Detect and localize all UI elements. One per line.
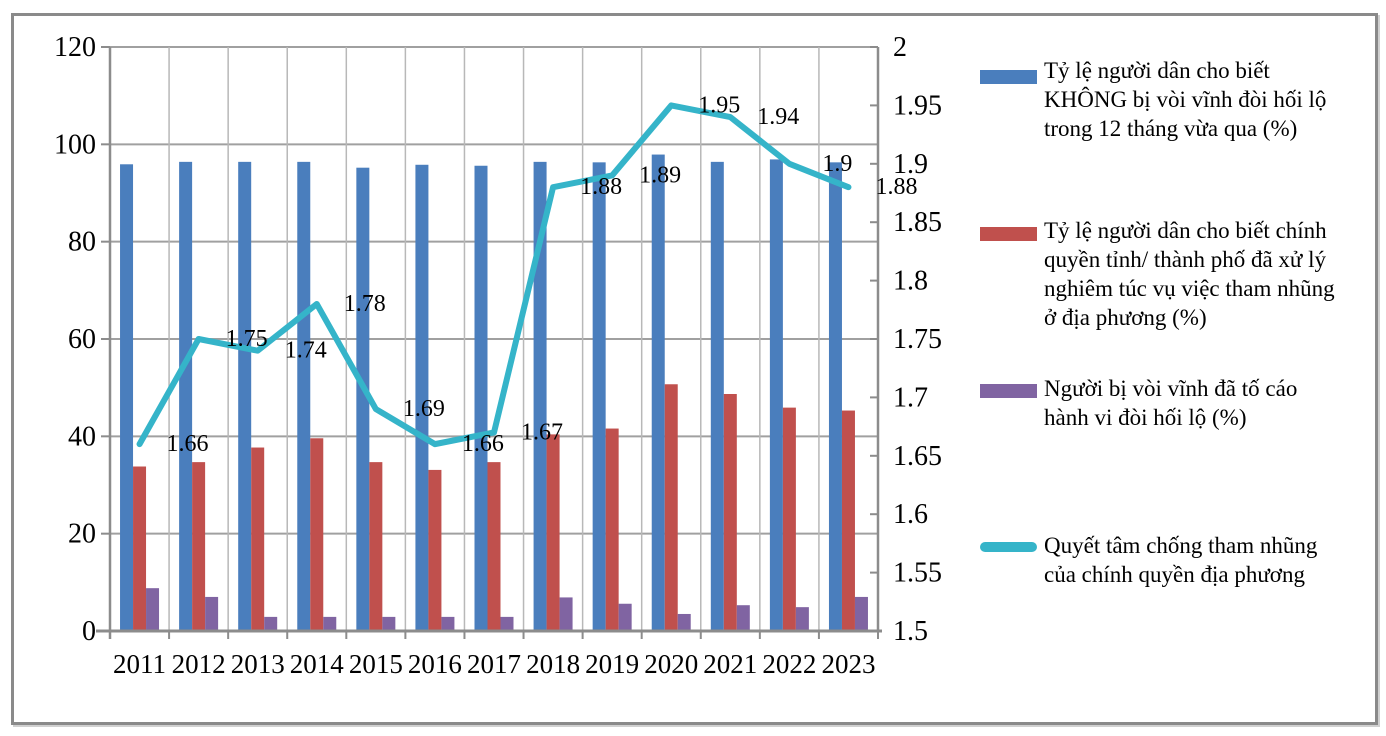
line-point-label: 1.94: [757, 104, 799, 130]
bar-blue-2019: [592, 162, 606, 631]
right-axis-tick-label: 2: [893, 32, 907, 63]
right-axis-tick-label: 1.85: [893, 207, 942, 238]
bar-purple-2011: [146, 588, 160, 631]
bar-blue-2017: [474, 165, 488, 631]
right-axis-tick-label: 1.65: [893, 441, 942, 472]
left-axis-tick-label: 60: [68, 324, 96, 355]
x-axis-year-label: 2022: [762, 649, 816, 679]
bar-purple-2017: [500, 616, 514, 631]
bar-purple-2016: [441, 616, 455, 631]
left-axis-tick-label: 0: [82, 616, 96, 647]
bar-purple-2018: [559, 597, 573, 631]
x-axis-year-label: 2012: [172, 649, 226, 679]
x-axis-year-label: 2020: [644, 649, 698, 679]
x-axis-year-label: 2018: [526, 649, 580, 679]
line-point-label: 1.74: [285, 338, 327, 364]
line-point-label: 1.75: [226, 326, 268, 352]
x-axis-year-label: 2015: [349, 649, 403, 679]
bar-red-2017: [487, 462, 501, 631]
line-series: [136, 102, 852, 448]
line-point-label: 1.69: [403, 396, 445, 422]
bar-blue-2014: [297, 161, 311, 631]
bar-purple-2014: [323, 616, 337, 631]
left-axis-tick-label: 20: [68, 519, 96, 550]
line-point-label: 1.66: [462, 431, 504, 457]
line-point-label: 1.78: [344, 291, 386, 317]
left-axis-tick-label: 40: [68, 421, 96, 452]
bar-red-2012: [192, 462, 206, 631]
right-axis-tick-label: 1.5: [893, 616, 928, 647]
bar-blue-2018: [533, 161, 547, 631]
line-point-label: 1.88: [580, 174, 622, 200]
left-axis-tick-label: 100: [54, 129, 96, 160]
line-point-label: 1.89: [639, 162, 681, 188]
line-point-label: 1.9: [822, 151, 852, 177]
bar-red-2013: [251, 447, 265, 631]
bar-red-2016: [428, 469, 442, 631]
bar-blue-2023: [828, 162, 842, 631]
right-axis-tick-label: 1.8: [893, 266, 928, 297]
right-axis-tick-label: 1.75: [893, 324, 942, 355]
x-axis-year-label: 2013: [231, 649, 285, 679]
bar-blue-2021: [710, 161, 724, 631]
bar-red-2019: [605, 428, 619, 631]
bar-red-2011: [133, 466, 147, 631]
x-axis-year-label: 2011: [113, 649, 166, 679]
bar-red-2021: [723, 393, 737, 631]
left-axis-tick-label: 120: [54, 32, 96, 63]
bar-red-2022: [782, 407, 796, 631]
line-point-label: 1.67: [521, 419, 563, 445]
right-axis-tick-label: 1.9: [893, 149, 928, 180]
line-point-label: 1.95: [698, 92, 740, 118]
bar-purple-2023: [854, 596, 868, 631]
x-axis-year-label: 2016: [408, 649, 462, 679]
bar-purple-2020: [677, 613, 691, 631]
right-axis-tick-label: 1.6: [893, 499, 928, 530]
bar-blue-2020: [651, 154, 665, 631]
right-axis-tick-label: 1.95: [893, 90, 942, 121]
bar-blue-2015: [356, 167, 370, 631]
x-axis-year-label: 2023: [821, 649, 875, 679]
right-axis-tick-label: 1.7: [893, 382, 928, 413]
bar-red-2015: [369, 462, 383, 631]
bar-purple-2022: [795, 607, 809, 631]
bar-red-2023: [841, 410, 855, 631]
bar-purple-2013: [264, 616, 278, 631]
bar-blue-2012: [179, 161, 193, 631]
bar-red-2020: [664, 384, 678, 631]
bar-red-2018: [546, 434, 560, 631]
bar-blue-2011: [120, 164, 134, 631]
bar-red-2014: [310, 438, 324, 631]
bar-purple-2019: [618, 603, 632, 631]
bar-blue-2022: [769, 159, 783, 632]
line-point-label: 1.88: [875, 174, 917, 200]
x-axis-year-label: 2019: [585, 649, 639, 679]
bar-blue-2013: [238, 161, 252, 631]
line-point-label: 1.66: [167, 431, 209, 457]
bar-purple-2015: [382, 616, 396, 631]
bar-purple-2021: [736, 605, 750, 631]
bar-purple-2012: [205, 596, 219, 631]
x-axis-year-label: 2017: [467, 649, 521, 679]
x-axis-year-label: 2021: [703, 649, 757, 679]
right-axis-tick-label: 1.55: [893, 558, 942, 589]
bar-blue-2016: [415, 164, 429, 632]
left-axis-tick-label: 80: [68, 227, 96, 258]
x-axis-year-label: 2014: [290, 649, 345, 679]
